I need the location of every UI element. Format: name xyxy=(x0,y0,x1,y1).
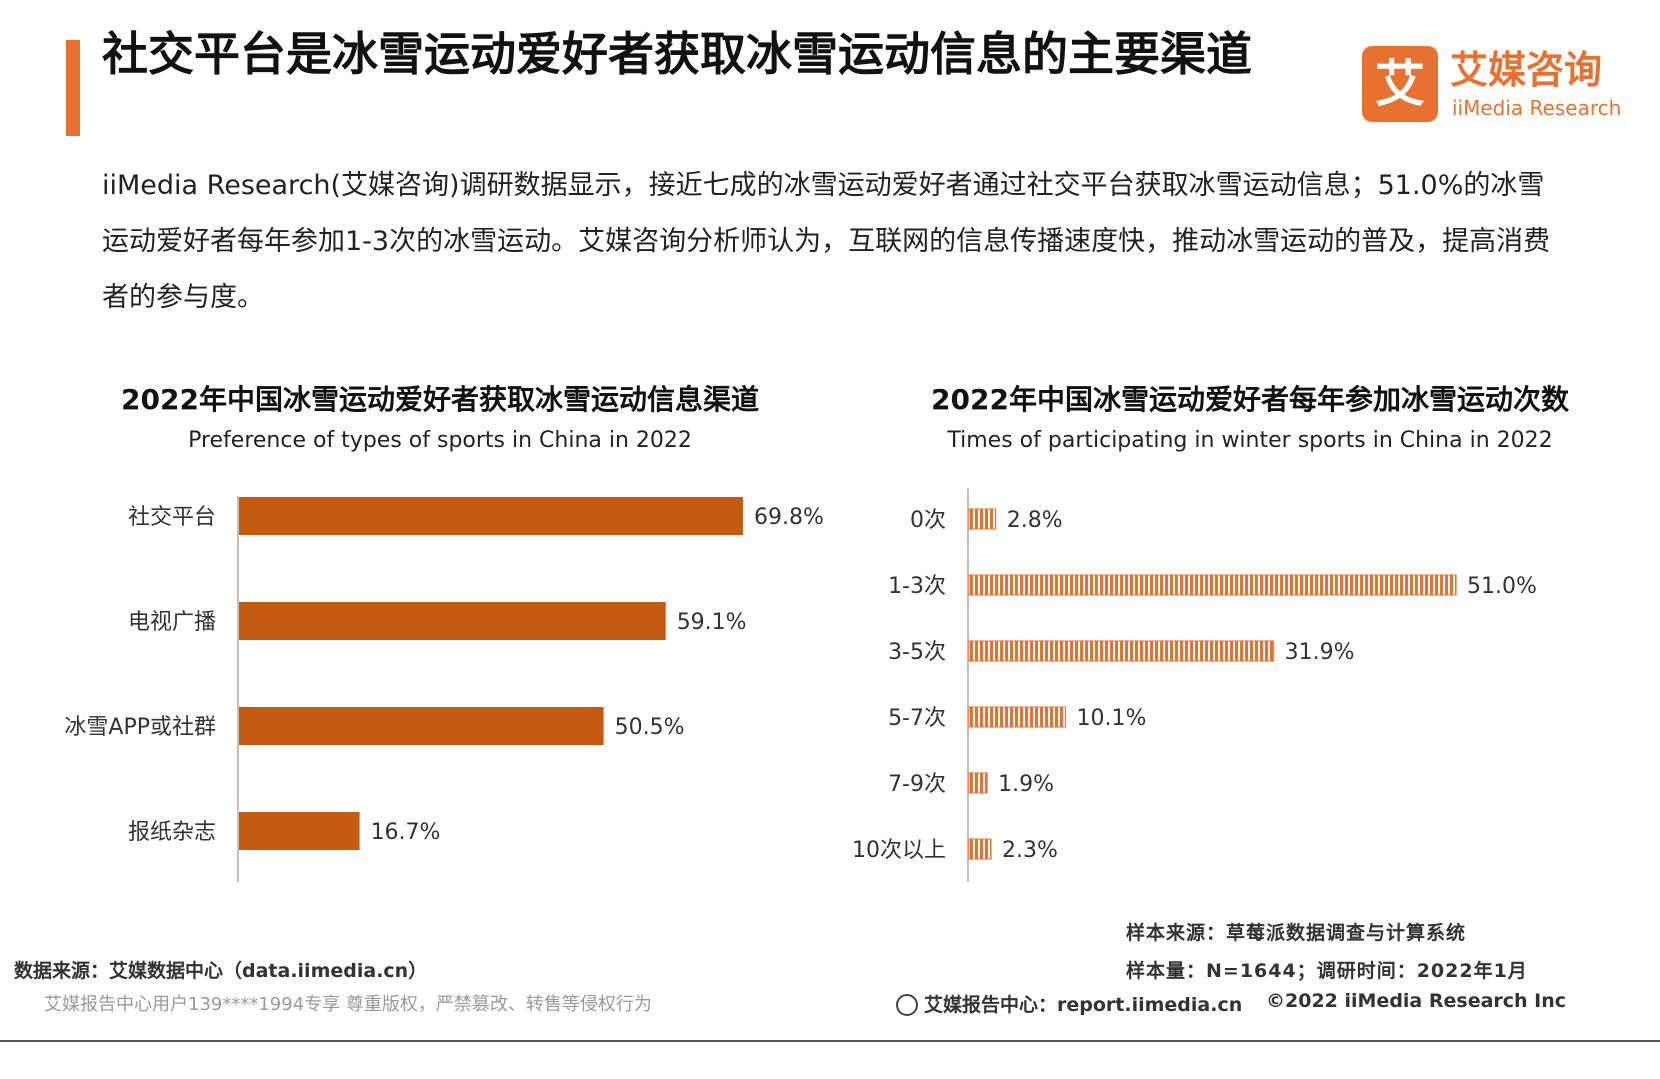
left-bar-chart: 社交平台 69.8% 电视广播 59.1% 冰雪APP或社群 50.5% 报纸杂志 16.7% xyxy=(64,496,824,882)
bar-0 xyxy=(968,508,997,530)
bar-1 xyxy=(968,574,1457,596)
bar-5 xyxy=(968,838,992,860)
bar-4 xyxy=(968,772,988,794)
watermark-text: 艾媒报告中心用户139****1994专享 尊重版权，严禁篡改、转售等侵权行为 xyxy=(44,994,652,1015)
title-accent-bar xyxy=(66,40,80,136)
value-label-3: 16.7% xyxy=(371,820,441,845)
bar-0 xyxy=(239,497,743,535)
value-label-3: 10.1% xyxy=(1076,706,1146,731)
footer-divider xyxy=(0,1040,1660,1042)
category-label-1: 电视广播 xyxy=(128,610,216,635)
right-chart-subtitle: Times of participating in winter sports … xyxy=(947,428,1553,453)
report-center-link[interactable]: 艾媒报告中心：report.iimedia.cn xyxy=(924,994,1243,1016)
bar-3 xyxy=(968,706,1066,728)
value-label-0: 2.8% xyxy=(1007,508,1063,533)
value-label-5: 2.3% xyxy=(1002,838,1058,863)
bar-2 xyxy=(968,640,1275,662)
value-label-2: 50.5% xyxy=(615,715,685,740)
value-label-4: 1.9% xyxy=(998,772,1054,797)
data-source: 数据来源：艾媒数据中心（data.iimedia.cn） xyxy=(14,960,428,982)
logo-name-cn: 艾媒咨询 xyxy=(1450,48,1603,92)
iimedia-logo: 艾 艾媒咨询 iiMedia Research xyxy=(1362,46,1642,126)
right-bar-chart: 0次 2.8% 1-3次 51.0% 3-5次 31.9% 5-7次 10.1% 7-9次 1.9… xyxy=(852,488,1537,882)
bar-2 xyxy=(239,707,604,745)
bar-3 xyxy=(239,812,360,850)
report-center: 艾媒报告中心：report.iimedia.cn xyxy=(896,990,1242,1017)
category-label-0: 社交平台 xyxy=(128,505,216,530)
summary-text: iiMedia Research(艾媒咨询)调研数据显示，接近七成的冰雪运动爱好… xyxy=(102,170,1551,313)
category-label-0: 0次 xyxy=(910,508,946,533)
category-label-5: 10次以上 xyxy=(852,838,946,863)
category-label-2: 3-5次 xyxy=(888,640,946,665)
sample-source: 样本来源：草莓派数据调查与计算系统 xyxy=(1126,922,1467,944)
left-chart-subtitle: Preference of types of sports in China i… xyxy=(188,428,692,453)
logo-name-en: iiMedia Research xyxy=(1452,96,1622,120)
bar-1 xyxy=(239,602,666,640)
value-label-2: 31.9% xyxy=(1285,640,1355,665)
value-label-1: 59.1% xyxy=(677,610,747,635)
logo-mark-icon: 艾 xyxy=(1362,46,1438,122)
category-label-1: 1-3次 xyxy=(888,574,946,599)
category-label-3: 5-7次 xyxy=(888,706,946,731)
category-label-2: 冰雪APP或社群 xyxy=(64,715,216,740)
left-chart-title: 2022年中国冰雪运动爱好者获取冰雪运动信息渠道 xyxy=(121,383,759,416)
value-label-1: 51.0% xyxy=(1467,574,1537,599)
category-label-3: 报纸杂志 xyxy=(128,820,216,845)
value-label-0: 69.8% xyxy=(754,505,824,530)
globe-icon xyxy=(896,994,918,1016)
right-chart-title: 2022年中国冰雪运动爱好者每年参加冰雪运动次数 xyxy=(931,383,1569,416)
sample-size: 样本量：N=1644；调研时间：2022年1月 xyxy=(1126,960,1528,982)
page-title: 社交平台是冰雪运动爱好者获取冰雪运动信息的主要渠道 xyxy=(102,27,1252,81)
category-label-4: 7-9次 xyxy=(888,772,946,797)
copyright: ©2022 iiMedia Research Inc xyxy=(1266,990,1567,1012)
